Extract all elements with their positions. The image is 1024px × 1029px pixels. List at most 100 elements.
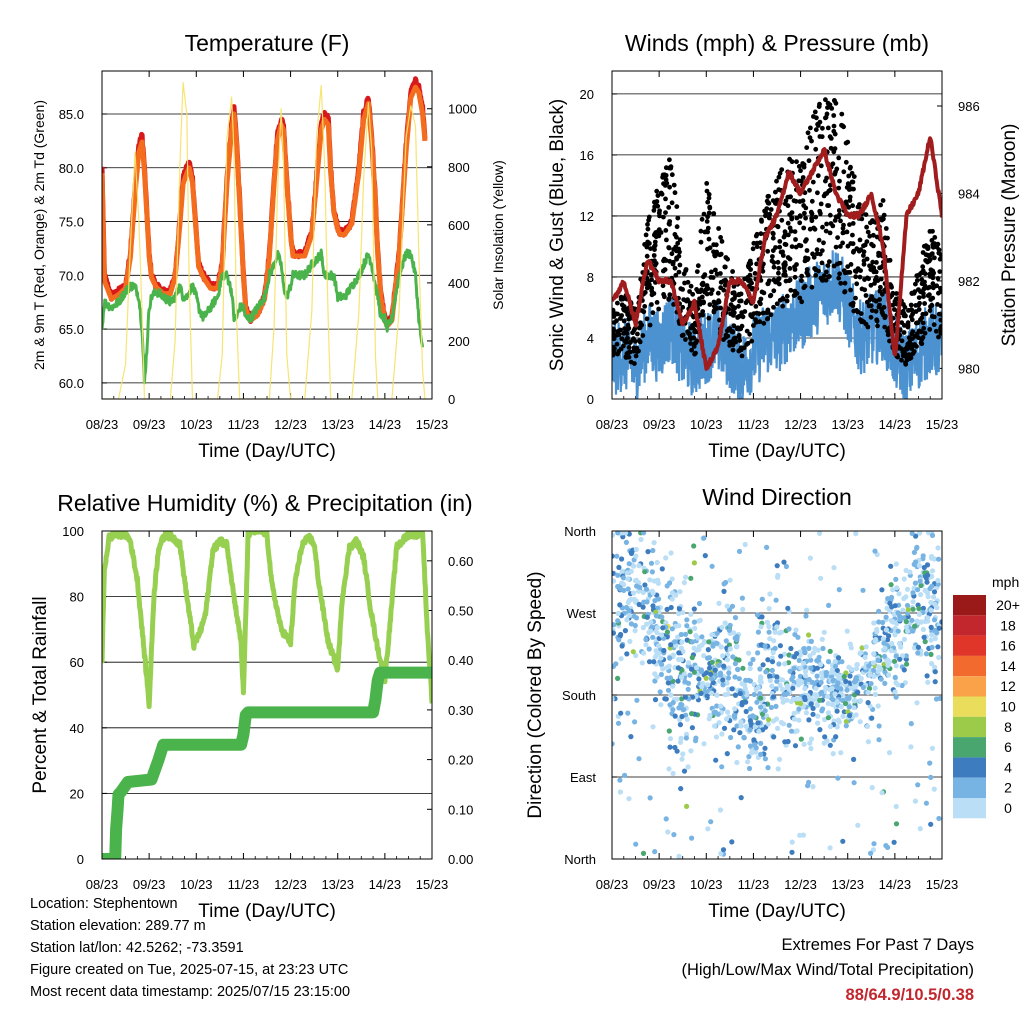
gust-point [869,241,874,247]
direction-point [814,673,820,679]
gust-point [820,224,825,230]
direction-point [876,737,882,743]
direction-point [732,661,739,667]
gust-point [766,200,772,206]
direction-point [640,850,647,857]
direction-point [625,599,631,606]
gust-point [922,301,927,306]
direction-point [747,661,754,667]
direction-point [921,634,927,640]
direction-point [832,691,838,697]
direction-point [759,614,765,620]
gust-point [704,228,710,234]
direction-point [865,689,871,696]
legend-label: 8 [1004,719,1012,735]
gust-point [872,281,877,286]
gust-point [857,237,863,243]
direction-point [713,757,719,763]
direction-point [612,696,615,702]
direction-point [936,625,942,631]
gust-point [749,286,755,292]
gust-point [706,236,712,242]
gust-point [854,308,859,313]
gust-point [834,166,840,172]
direction-point [860,684,867,691]
gust-point [692,341,698,346]
gust-point [743,300,749,306]
direction-point [867,672,873,678]
gust-point [741,345,747,351]
gust-point [821,193,827,199]
direction-point [669,596,675,602]
gust-point [878,284,883,290]
chart-title: Wind Direction [702,484,852,510]
gust-point [707,204,713,210]
direction-point [847,712,853,719]
direction-point [858,675,864,682]
direction-point [701,638,707,645]
direction-point [936,556,942,562]
direction-point [895,628,901,634]
right-tick-label: 0.50 [448,604,473,619]
direction-point [623,531,629,536]
gust-point [824,221,829,227]
gust-point [920,250,926,255]
direction-point [773,686,779,692]
direction-point [621,587,627,594]
y-tick-label: 40 [70,721,84,736]
gust-point [882,235,888,241]
gust-point [832,131,838,137]
gust-point [870,259,876,265]
direction-point [865,739,872,745]
direction-point [709,690,715,696]
direction-point [925,679,931,685]
direction-point [750,656,756,663]
direction-point [881,640,887,646]
gust-point [775,259,781,265]
gust-point [675,215,681,221]
legend-label: 12 [1000,678,1016,694]
direction-point [858,649,864,656]
direction-point [684,716,690,722]
gust-point [919,315,925,321]
direction-point [677,589,683,595]
gust-point [763,210,769,215]
direction-point [806,645,812,652]
direction-point [767,673,773,679]
direction-point [904,661,910,667]
direction-point [724,680,730,686]
direction-point [931,589,938,595]
gust-point [812,266,817,271]
gust-point [909,291,915,296]
direction-point [692,625,698,632]
y-tick-label: 60.0 [59,376,84,391]
direction-point [784,683,790,689]
gust-point [742,309,748,314]
direction-point [912,645,918,651]
x-tick-label: 10/23 [180,417,213,432]
direction-point [652,697,659,703]
direction-point [721,588,727,595]
gust-point [793,237,798,242]
direction-point [676,650,682,656]
gust-point [731,323,737,329]
direction-point [825,659,832,665]
direction-point [613,661,619,667]
gust-point [770,254,775,259]
gust-point [792,229,798,235]
gust-point [931,322,937,328]
direction-point [636,756,642,762]
gust-point [674,234,679,240]
gust-point [778,249,784,255]
direction-point [791,716,798,722]
direction-point [675,634,681,640]
direction-point [675,665,682,671]
gust-point [765,248,771,254]
extremes-values: 88/64.9/10.5/0.38 [845,986,974,1004]
direction-point [803,613,809,619]
gust-point [781,234,787,240]
direction-point [670,683,676,689]
gust-point [930,281,936,287]
gust-point [694,269,700,274]
direction-point [893,821,900,827]
